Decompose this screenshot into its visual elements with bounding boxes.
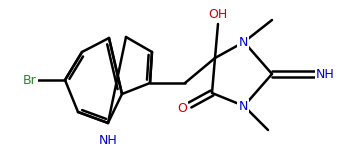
Text: O: O (177, 101, 187, 115)
Text: OH: OH (208, 8, 228, 20)
Text: NH: NH (315, 68, 334, 80)
Text: Br: Br (23, 74, 37, 87)
Text: N: N (238, 35, 248, 49)
Text: NH: NH (99, 134, 117, 146)
Text: N: N (238, 99, 248, 113)
